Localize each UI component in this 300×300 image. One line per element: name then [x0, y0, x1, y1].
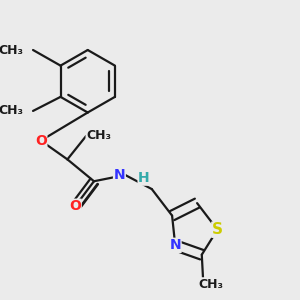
Text: N: N — [169, 238, 181, 252]
Text: CH₃: CH₃ — [0, 104, 24, 117]
Text: CH₃: CH₃ — [86, 129, 111, 142]
Text: H: H — [138, 171, 150, 185]
Text: O: O — [35, 134, 47, 148]
Text: N: N — [114, 168, 125, 182]
Text: CH₃: CH₃ — [0, 44, 24, 56]
Text: CH₃: CH₃ — [199, 278, 224, 291]
Text: O: O — [69, 199, 81, 213]
Text: S: S — [212, 222, 223, 237]
